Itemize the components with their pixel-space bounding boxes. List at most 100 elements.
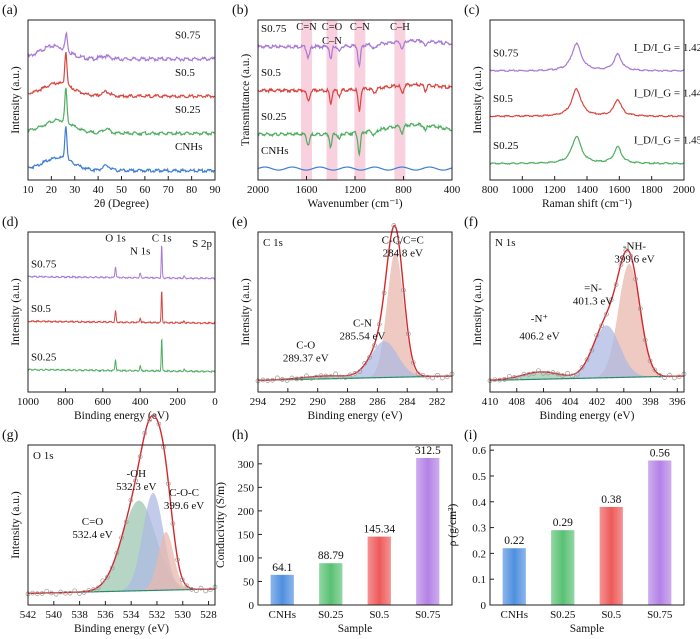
x-tick-label: 20 [46, 184, 58, 196]
data-point [492, 377, 498, 383]
x-tick-label: 286 [369, 396, 386, 408]
data-point [420, 372, 426, 378]
data-point [299, 376, 304, 381]
data-point [637, 306, 643, 312]
series-line-S0.75 [27, 31, 216, 63]
data-point [91, 587, 96, 592]
series-line-S0.5 [257, 81, 453, 112]
component-value: 401.3 eV [573, 296, 613, 308]
component-name: -N⁺ [531, 313, 549, 325]
component-value: 399.6 eV [164, 500, 204, 512]
x-tick-label: 528 [200, 609, 217, 621]
series-label: S0.5 [175, 67, 195, 79]
data-point [657, 373, 663, 378]
x-tick-label: 1000 [17, 396, 40, 408]
x-axis-label: Sample [338, 623, 373, 635]
x-tick-label: 288 [339, 396, 356, 408]
data-point [676, 374, 682, 380]
series-line-S0.25 [27, 87, 216, 137]
x-tick-label: 1200 [544, 184, 567, 196]
data-point [284, 378, 290, 383]
component-name: C=O [82, 516, 104, 528]
data-point [536, 368, 541, 374]
component-value: 532.3 eV [116, 481, 156, 493]
series-label: S0.25 [175, 104, 201, 116]
chart-panel-1: S0.75 S0.5 S0.25 CNHs 10 20 30 40 50 60 70 80 90 (a) I… [2, 3, 221, 210]
plot-frame [257, 19, 453, 181]
panel-label: (h) [232, 428, 249, 443]
plot-frame [489, 19, 685, 181]
component-name: =N- [584, 283, 602, 295]
component-name: C-N [353, 318, 372, 330]
series-label: CNHs [261, 145, 289, 157]
data-point [560, 373, 566, 378]
data-point [647, 358, 653, 364]
y-axis-label: ρ (g/cm³) [447, 503, 459, 546]
chart-panel-2: C=N C=O C–N C–H C–N S0.75 S0.5 S0.25 CNHs 2000 160… [232, 3, 461, 210]
y-tick-label: 0 [249, 600, 255, 612]
data-point [289, 375, 295, 381]
plot-frame [27, 231, 216, 393]
data-point [309, 375, 314, 381]
series-label: S0.75 [31, 258, 57, 270]
x-tick-label: 540 [46, 609, 63, 621]
data-point [594, 333, 600, 338]
data-point [406, 331, 411, 337]
data-point [170, 521, 176, 526]
data-point [165, 481, 171, 487]
series-label: S0.25 [493, 140, 519, 152]
chart-panel-8: 0 50 100 150 200 250 300 64.1 CNHs 88.79 S0.25 145.… [215, 428, 453, 635]
data-point [184, 583, 190, 589]
x-tick-label: 294 [250, 396, 267, 408]
series-label: S0.5 [261, 67, 281, 79]
series-label: CNHs [175, 141, 203, 153]
data-point [372, 342, 377, 348]
bar-value-label: 64.1 [272, 562, 292, 574]
x-tick-label: 290 [309, 396, 326, 408]
x-tick-label: 800 [395, 184, 412, 196]
component-peak [258, 341, 452, 381]
series-label: S0.25 [31, 351, 57, 363]
category-label: S0.25 [550, 609, 576, 621]
data-point [105, 574, 110, 580]
y-tick-label: 0.4 [472, 497, 486, 509]
y-axis-label: Intensity (a.u.) [472, 66, 484, 134]
data-point [584, 357, 590, 362]
y-tick-label: 0.1 [472, 574, 486, 586]
x-tick-label: 534 [123, 609, 140, 621]
data-point [39, 591, 45, 596]
bar-value-label: 88.79 [318, 550, 344, 562]
data-point [323, 373, 329, 379]
data-point [642, 337, 648, 343]
data-point [123, 519, 129, 525]
x-tick-label: 532 [149, 609, 166, 621]
data-point [435, 372, 440, 378]
x-tick-label: 292 [280, 396, 297, 408]
chart-panel-4: S0.75 S0.5 S0.25 O 1s N 1sC 1s S 2p 1000 800 600… [2, 215, 218, 422]
x-tick-label: 60 [139, 184, 151, 196]
data-point [652, 367, 658, 373]
plot-frame [489, 231, 685, 393]
component-value: 285.54 eV [340, 331, 386, 343]
x-tick-label: 402 [589, 396, 606, 408]
data-point [391, 223, 397, 228]
y-axis-label: Intensity (a.u.) [10, 491, 22, 559]
peak-label: S 2p [192, 238, 212, 250]
x-tick-label: 800 [57, 396, 74, 408]
data-point [81, 589, 87, 595]
x-tick-label: 538 [71, 609, 88, 621]
bar [502, 548, 526, 605]
data-point [555, 371, 561, 377]
y-axis-label: Intensity (a.u.) [10, 278, 22, 346]
series-line-S0.25 [27, 337, 216, 374]
x-tick-label: 2000 [247, 184, 270, 196]
data-point [207, 587, 213, 593]
data-point [260, 377, 266, 383]
plot-frame [257, 444, 453, 606]
data-point [77, 591, 82, 596]
band-label: C–N [322, 36, 342, 47]
x-axis-label: Binding energy (eV) [540, 410, 635, 422]
band-highlight [354, 20, 366, 180]
x-tick-label: 410 [482, 396, 499, 408]
